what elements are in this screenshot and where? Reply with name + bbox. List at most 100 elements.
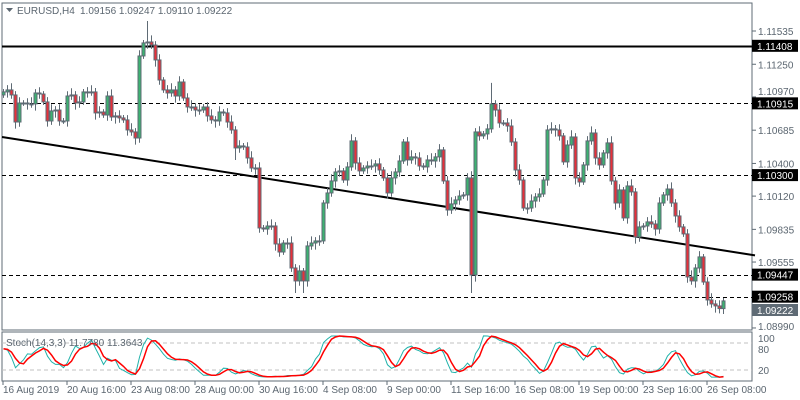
bear-candle-body xyxy=(45,101,50,122)
level-price-box xyxy=(752,268,798,281)
bull-candle-body xyxy=(365,165,370,169)
bear-candle-body xyxy=(513,141,518,171)
candle xyxy=(173,86,178,103)
bear-candle-body xyxy=(673,202,678,217)
bull-candle-body xyxy=(265,225,270,230)
candle xyxy=(461,192,466,199)
candle xyxy=(181,79,186,101)
symbol-label: EURUSD,H4 xyxy=(17,6,75,17)
candle xyxy=(593,129,598,165)
bull-candle-body xyxy=(537,193,542,198)
candle xyxy=(129,123,134,136)
bull-candle-body xyxy=(489,103,494,130)
candle xyxy=(565,140,570,168)
candle xyxy=(57,104,62,126)
bear-candle-body xyxy=(577,177,582,183)
candle xyxy=(445,176,450,216)
bear-candle-body xyxy=(413,156,418,159)
candle xyxy=(85,87,90,98)
collapse-triangle-icon[interactable] xyxy=(6,8,13,12)
bull-candle-body xyxy=(485,128,490,135)
candle xyxy=(141,39,146,59)
candle xyxy=(241,143,246,150)
candle xyxy=(453,196,458,211)
candle xyxy=(193,103,198,117)
candle xyxy=(113,112,118,124)
level-price-label: 1.09258 xyxy=(757,293,794,304)
bull-candle-body xyxy=(325,192,330,204)
candle xyxy=(421,163,426,170)
candle xyxy=(633,188,638,244)
bull-candle-body xyxy=(329,180,334,194)
bull-candle-body xyxy=(337,170,342,173)
bull-candle-body xyxy=(49,110,54,122)
bull-candle-body xyxy=(473,131,478,276)
level-price-box xyxy=(752,39,798,52)
bull-candle-body xyxy=(545,129,550,181)
candle xyxy=(561,132,566,165)
bear-candle-body xyxy=(261,227,266,230)
bear-candle-body xyxy=(597,157,602,166)
bear-candle-body xyxy=(421,165,426,168)
candle xyxy=(217,106,222,126)
candles xyxy=(1,20,726,314)
bull-candle-body xyxy=(5,89,10,93)
candle xyxy=(457,190,462,205)
candle xyxy=(545,125,550,186)
candle xyxy=(349,134,354,171)
bear-candle-body xyxy=(181,81,186,99)
candle xyxy=(681,223,686,237)
candle xyxy=(249,151,254,172)
bull-candle-body xyxy=(389,177,394,194)
candle xyxy=(41,91,46,105)
header: EURUSD,H4 1.09156 1.09247 1.09110 1.0922… xyxy=(6,6,233,349)
bull-candle-body xyxy=(721,300,726,310)
bear-candle-body xyxy=(9,89,14,96)
candle xyxy=(585,136,590,171)
bear-candle-body xyxy=(153,44,158,61)
bear-candle-body xyxy=(521,179,526,209)
indicator-label: Stoch(14,3,3) 11.7780 11.3643 xyxy=(6,338,143,349)
bull-candle-body xyxy=(81,91,86,103)
candle xyxy=(549,122,554,134)
bear-candle-body xyxy=(705,281,710,301)
candle xyxy=(177,76,182,101)
bear-candle-body xyxy=(497,109,502,124)
bull-candle-body xyxy=(269,225,274,228)
time-tick-label: 28 Aug 00:00 xyxy=(195,385,254,396)
candle xyxy=(601,150,606,168)
bull-candle-body xyxy=(645,221,650,227)
candle xyxy=(677,210,682,232)
candle xyxy=(121,115,126,123)
candle xyxy=(717,300,722,314)
candle xyxy=(49,104,54,125)
bear-candle-body xyxy=(701,256,706,283)
bull-candle-body xyxy=(693,267,698,282)
bull-candle-body xyxy=(189,106,194,109)
candle xyxy=(245,142,250,164)
bull-candle-body xyxy=(349,140,354,168)
bull-candle-body xyxy=(137,55,142,139)
candle xyxy=(373,160,378,173)
candle xyxy=(21,100,26,106)
candle xyxy=(661,192,666,206)
bull-candle-body xyxy=(253,167,258,170)
candle xyxy=(573,133,578,185)
candle xyxy=(133,128,138,145)
candle xyxy=(705,277,710,306)
candle xyxy=(481,131,486,139)
candle xyxy=(641,223,646,230)
bull-candle-body xyxy=(461,194,466,197)
time-tick-label: 19 Sep 00:00 xyxy=(579,385,639,396)
bear-candle-body xyxy=(493,103,498,111)
candle xyxy=(65,91,70,127)
candle xyxy=(145,20,150,49)
candle xyxy=(637,221,642,242)
candle xyxy=(297,265,302,286)
bear-candle-body xyxy=(93,91,98,114)
current-price-label: 1.09222 xyxy=(757,306,794,317)
candle xyxy=(93,88,98,120)
bear-candle-body xyxy=(241,145,246,148)
time-tick-label: 16 Sep 08:00 xyxy=(515,385,575,396)
